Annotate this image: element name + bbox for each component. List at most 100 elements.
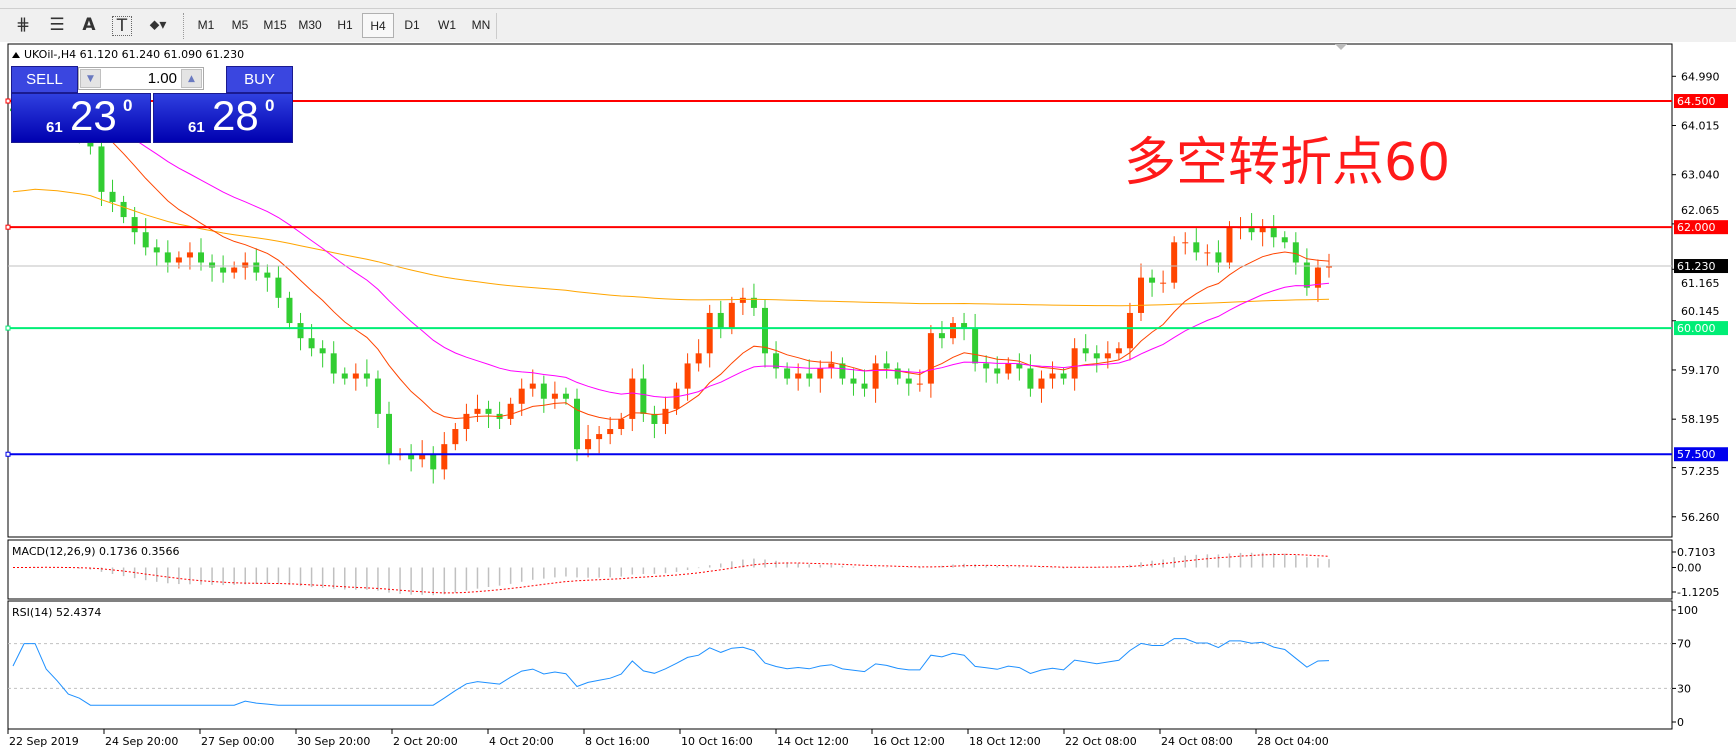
- rsi-axis-label: 100: [1677, 604, 1698, 617]
- price-axis-label: 60.145: [1681, 305, 1720, 318]
- rsi-line: [12, 638, 1330, 706]
- time-axis-label: 27 Sep 00:00: [201, 735, 274, 748]
- fibonacci-expansion-icon[interactable]: ⋕: [15, 15, 31, 35]
- candle-body: [297, 323, 304, 339]
- price-axis-label: 58.195: [1681, 413, 1720, 426]
- candle-body: [673, 388, 680, 409]
- candle-body: [850, 378, 857, 384]
- candle-body: [739, 297, 746, 303]
- candle-body: [386, 413, 392, 455]
- candle-body: [264, 272, 271, 278]
- candle-body: [419, 454, 426, 460]
- level-anchor-handle[interactable]: [5, 325, 11, 331]
- candle-body: [485, 408, 492, 414]
- candle-body: [153, 247, 160, 253]
- timeframe-m1-button[interactable]: M1: [197, 18, 215, 32]
- price-axis-label: 64.990: [1681, 70, 1720, 83]
- candle-body: [198, 252, 204, 263]
- candle-body: [1126, 312, 1133, 349]
- chart-shift-marker-icon[interactable]: [1335, 44, 1347, 50]
- macd-signal-line: [13, 553, 1330, 594]
- timeframe-m30-button[interactable]: M30: [298, 18, 322, 32]
- candle-body: [1049, 373, 1056, 379]
- toolbar-separator: [496, 13, 498, 39]
- lot-increase-icon[interactable]: ▲: [181, 69, 202, 88]
- sell-button[interactable]: SELL: [11, 66, 78, 93]
- candle-body: [972, 328, 979, 364]
- candle-body: [275, 277, 282, 298]
- level-price-tag: [1674, 321, 1728, 336]
- candle-body: [109, 191, 116, 202]
- buy-price-pips: 28: [212, 92, 259, 139]
- candle-body: [618, 418, 625, 430]
- level-anchor-handle[interactable]: [5, 98, 11, 104]
- candle-body: [950, 323, 956, 339]
- candle-body: [463, 413, 470, 430]
- macd-axis-label: 0.7103: [1677, 546, 1716, 559]
- level-price-label: 57.500: [1677, 448, 1716, 461]
- mid-moving-average-line: [12, 109, 1330, 398]
- timeframe-w1-button[interactable]: W1: [438, 18, 456, 32]
- timeframe-m15-button[interactable]: M15: [263, 18, 287, 32]
- arrows-dropdown-icon[interactable]: ⬥▾: [149, 17, 167, 33]
- candle-body: [1104, 353, 1111, 359]
- candle-body: [762, 307, 768, 354]
- candle-body: [750, 297, 757, 308]
- candle-body: [994, 368, 1001, 374]
- buy-button[interactable]: BUY: [226, 66, 293, 93]
- timeframe-d1-button[interactable]: D1: [404, 18, 420, 32]
- lot-size-value[interactable]: 1.00: [147, 70, 177, 87]
- fast-moving-average-line: [12, 108, 1330, 420]
- timeframe-h4-button[interactable]: H4: [362, 13, 394, 38]
- candle-body: [1082, 348, 1089, 354]
- candle-body: [662, 408, 669, 424]
- fibonacci-fan-icon[interactable]: ☰: [49, 15, 65, 35]
- level-price-label: 64.500: [1677, 95, 1716, 108]
- text-icon[interactable]: A: [82, 15, 96, 35]
- candle-body: [1149, 277, 1156, 283]
- candle-body: [452, 429, 459, 445]
- candle-body: [507, 403, 514, 419]
- candle-body: [352, 373, 359, 379]
- time-axis-label: 22 Oct 08:00: [1065, 735, 1137, 748]
- candle-body: [872, 363, 879, 389]
- candle-body: [773, 353, 780, 369]
- candle-body: [607, 429, 614, 435]
- chart-window[interactable]: 64.990 64.015 63.040 62.065 61.165 60.145 59.1…: [0, 42, 1736, 755]
- time-axis-label: 24 Oct 08:00: [1161, 735, 1233, 748]
- candle-body: [1027, 368, 1034, 389]
- timeframe-m5-button[interactable]: M5: [231, 18, 249, 32]
- buy-price-button[interactable]: 61 28 0: [153, 92, 293, 143]
- text-label-icon[interactable]: T: [112, 16, 132, 36]
- candle-body: [728, 302, 735, 329]
- lot-decrease-icon[interactable]: ▼: [80, 69, 101, 88]
- candle-body: [120, 201, 127, 218]
- price-chart[interactable]: 64.990 64.015 63.040 62.065 61.165 60.145 59.1…: [0, 42, 1736, 755]
- level-anchor-handle[interactable]: [5, 224, 11, 230]
- chart-annotation-text: 多空转折点60: [1124, 133, 1451, 193]
- candle-body: [784, 368, 791, 379]
- timeframe-h1-button[interactable]: H1: [337, 18, 353, 32]
- candle-body: [1038, 378, 1045, 389]
- candle-body: [242, 262, 249, 268]
- candle-body: [839, 363, 846, 379]
- candle-body: [98, 146, 105, 192]
- time-axis-label: 14 Oct 12:00: [777, 735, 849, 748]
- buy-price-fraction: 0: [265, 96, 275, 115]
- candle-body: [938, 333, 945, 339]
- upper-toolbar-strip: [0, 0, 1736, 9]
- collapse-triangle-icon[interactable]: [12, 52, 20, 58]
- lot-size-input[interactable]: ▼ 1.00 ▲: [78, 67, 204, 90]
- timeframe-mn-button[interactable]: MN: [471, 18, 491, 32]
- candle-body: [795, 373, 802, 379]
- candle-body: [894, 368, 901, 379]
- time-axis-label: 8 Oct 16:00: [585, 735, 650, 748]
- candle-body: [1160, 282, 1167, 284]
- candle-body: [1303, 262, 1310, 288]
- level-anchor-handle[interactable]: [5, 451, 11, 457]
- time-axis-label: 4 Oct 20:00: [489, 735, 554, 748]
- sell-price-button[interactable]: 61 23 0: [11, 92, 151, 143]
- price-axis-label: 56.260: [1681, 511, 1720, 524]
- candle-body: [474, 408, 481, 414]
- sell-price-pips: 23: [70, 92, 117, 139]
